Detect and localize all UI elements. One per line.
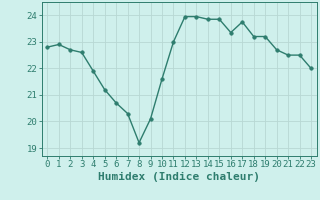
X-axis label: Humidex (Indice chaleur): Humidex (Indice chaleur) <box>98 172 260 182</box>
